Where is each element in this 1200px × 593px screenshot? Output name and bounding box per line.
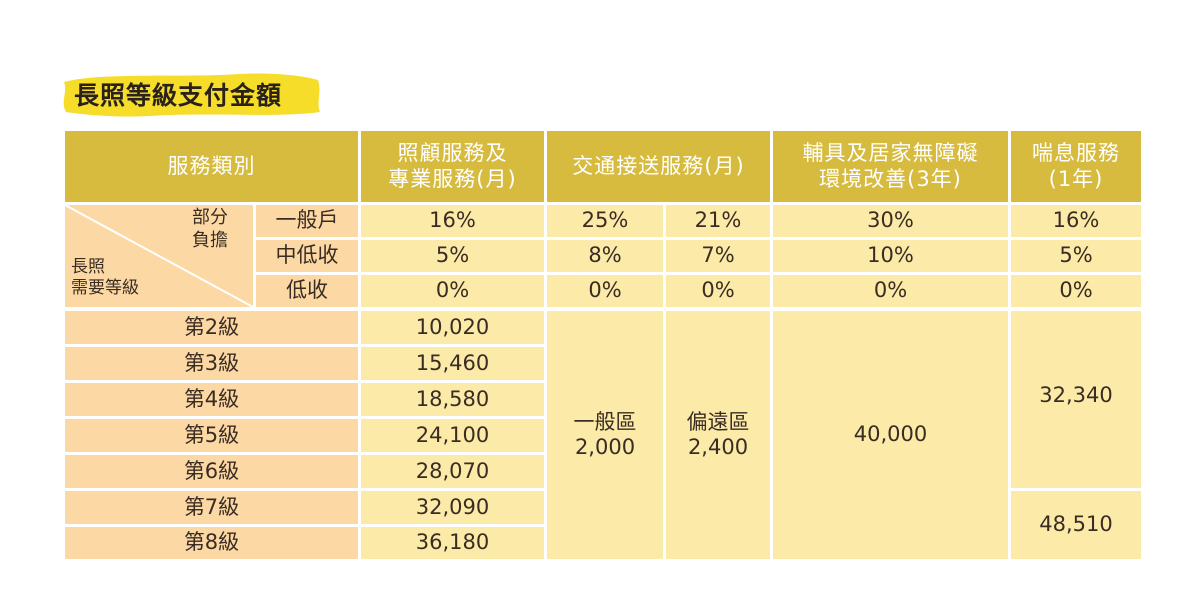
burden-transport-remote-general: 21% (666, 205, 770, 237)
header-respite-line2: (1年) (1048, 166, 1104, 191)
level-5-label: 第5級 (65, 419, 358, 452)
diagonal-corner-cell: 部分 負擔 長照 需要等級 (65, 205, 253, 307)
burden-respite-low: 0% (1011, 275, 1141, 307)
header-assistive: 輔具及居家無障礙 環境改善(3年) (773, 131, 1008, 202)
respite-amount-levels-2-6: 32,340 (1011, 311, 1141, 488)
level-2-label: 第2級 (65, 311, 358, 344)
page-title: 長照等級支付金額 (74, 81, 283, 110)
burden-assistive-low: 0% (773, 275, 1008, 307)
burden-transport-remote-middle-low: 7% (666, 240, 770, 272)
assistive-amount-cell: 40,000 (773, 311, 1008, 559)
care-amount-level-7: 32,090 (361, 491, 544, 524)
care-amount-level-3: 15,460 (361, 347, 544, 380)
header-respite: 喘息服務 (1年) (1011, 131, 1141, 202)
transport-remote-amount-cell: 偏遠區 2,400 (666, 311, 770, 559)
burden-care-low: 0% (361, 275, 544, 307)
diagonal-line (65, 205, 253, 307)
header-transport: 交通接送服務(月) (547, 131, 770, 202)
burden-assistive-general: 30% (773, 205, 1008, 237)
level-7-label: 第7級 (65, 491, 358, 524)
burden-care-general: 16% (361, 205, 544, 237)
transport-general-amount-cell: 一般區 2,000 (547, 311, 663, 559)
level-4-label: 第4級 (65, 383, 358, 416)
care-amount-level-6: 28,070 (361, 455, 544, 488)
header-care-line1: 照顧服務及 (397, 141, 508, 166)
level-3-label: 第3級 (65, 347, 358, 380)
transport-general-amount: 2,000 (574, 435, 636, 459)
level-axis-line2: 需要等級 (71, 278, 139, 299)
care-amount-level-2: 10,020 (361, 311, 544, 344)
transport-remote-amount: 2,400 (687, 435, 749, 459)
burden-label-low: 低收 (256, 275, 358, 307)
care-amount-level-5: 24,100 (361, 419, 544, 452)
level-6-label: 第6級 (65, 455, 358, 488)
care-amount-level-4: 18,580 (361, 383, 544, 416)
header-category: 服務類別 (65, 131, 358, 202)
burden-label-middle-low: 中低收 (256, 240, 358, 272)
level-axis-line1: 長照 (71, 257, 105, 277)
transport-remote-area: 偏遠區 (686, 409, 750, 434)
header-assistive-line2: 環境改善(3年) (819, 166, 962, 191)
burden-transport-remote-low: 0% (666, 275, 770, 307)
title-block: 長照等級支付金額 (60, 68, 322, 120)
care-amount-level-8: 36,180 (361, 527, 544, 559)
burden-label-general: 一般戶 (256, 205, 358, 237)
header-care-line2: 專業服務(月) (388, 166, 517, 191)
partial-burden-label: 部分 負擔 (192, 207, 228, 252)
burden-assistive-middle-low: 10% (773, 240, 1008, 272)
burden-care-middle-low: 5% (361, 240, 544, 272)
level-8-label: 第8級 (65, 527, 358, 559)
transport-general-area: 一般區 (573, 409, 637, 434)
burden-respite-general: 16% (1011, 205, 1141, 237)
partial-burden-line2: 負擔 (192, 229, 228, 251)
partial-burden-line1: 部分 (192, 207, 228, 228)
level-axis-label: 長照 需要等級 (71, 257, 139, 300)
burden-transport-general-middle-low: 8% (547, 240, 663, 272)
header-care: 照顧服務及 專業服務(月) (361, 131, 544, 202)
burden-respite-middle-low: 5% (1011, 240, 1141, 272)
header-respite-line1: 喘息服務 (1032, 141, 1120, 166)
brush-highlight (63, 73, 321, 117)
burden-transport-general-general: 25% (547, 205, 663, 237)
burden-transport-general-low: 0% (547, 275, 663, 307)
header-assistive-line1: 輔具及居家無障礙 (802, 141, 979, 166)
respite-amount-levels-7-8: 48,510 (1011, 491, 1141, 559)
